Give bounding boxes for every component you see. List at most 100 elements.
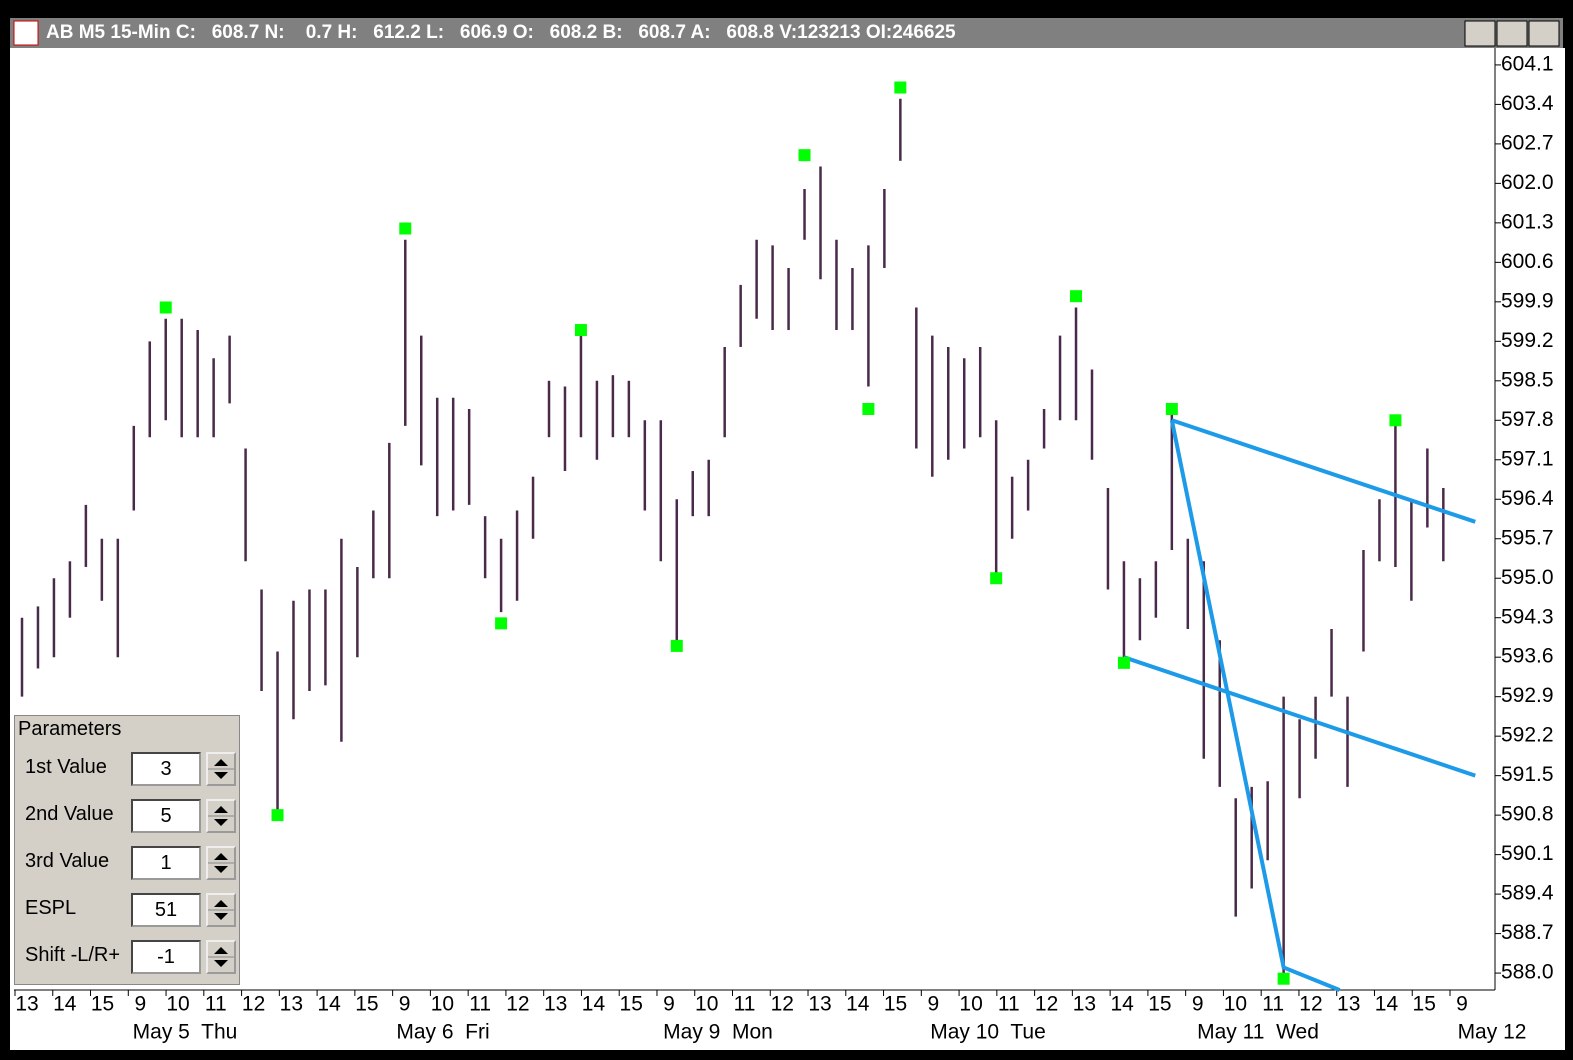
- parameter-label: 3rd Value: [25, 850, 110, 872]
- parameter-label: 1st Value: [25, 756, 107, 778]
- pivot-marker: [574, 324, 587, 337]
- x-tick-label: 10: [959, 993, 982, 1016]
- y-tick-label: 601.3: [1501, 210, 1554, 233]
- y-tick-label: 590.1: [1501, 842, 1554, 865]
- pivot-marker: [159, 301, 172, 314]
- trend-line: [1169, 419, 1341, 992]
- pivot-marker: [1165, 403, 1178, 416]
- x-tick-label: 11: [1262, 993, 1284, 1016]
- y-tick-label: 595.0: [1501, 566, 1554, 589]
- parameter-input[interactable]: 51: [131, 893, 201, 927]
- spinner-arrows: [208, 853, 234, 873]
- y-tick-label: 596.4: [1501, 487, 1554, 510]
- parameter-input[interactable]: -1: [131, 940, 201, 974]
- close-button[interactable]: [1528, 20, 1560, 47]
- spinner-arrows: [208, 806, 234, 826]
- parameter-label: 2nd Value: [25, 803, 114, 825]
- parameter-label: ESPL: [25, 897, 77, 919]
- x-tick-label: 14: [1375, 993, 1399, 1016]
- x-tick-label: 12: [506, 993, 529, 1016]
- app-icon: [13, 20, 39, 46]
- pivot-marker: [990, 572, 1003, 585]
- pivot-marker: [1389, 414, 1402, 427]
- y-tick-label: 598.5: [1501, 368, 1554, 391]
- y-tick-label: 588.0: [1501, 961, 1554, 984]
- x-tick-label: 10: [431, 993, 454, 1016]
- y-tick-label: 592.9: [1501, 684, 1554, 707]
- window-title: AB M5 15-Min C: 608.7 N: 0.7 H: 612.2 L:…: [46, 22, 956, 43]
- x-tick-label: 11: [734, 993, 756, 1016]
- x-tick-label: 11: [998, 993, 1020, 1016]
- x-tick-label: 15: [91, 993, 114, 1016]
- x-tick-label: 9: [399, 993, 411, 1016]
- spinner[interactable]: [206, 893, 236, 927]
- y-tick-label: 589.4: [1501, 882, 1554, 905]
- day-label: May 12: [1458, 1021, 1527, 1044]
- spinner[interactable]: [206, 846, 236, 880]
- parameter-input[interactable]: 1: [131, 846, 201, 880]
- x-tick-label: 9: [134, 993, 146, 1016]
- minimize-button[interactable]: [1464, 20, 1496, 47]
- chart-area: [10, 48, 1565, 1050]
- pivot-marker: [495, 617, 508, 630]
- trend-line: [1123, 655, 1476, 778]
- x-tick-label: 11: [469, 993, 491, 1016]
- x-tick-label: 13: [1073, 993, 1096, 1016]
- x-tick-label: 12: [1299, 993, 1322, 1016]
- y-tick-label: 592.2: [1501, 724, 1554, 747]
- trend-line: [1171, 418, 1476, 524]
- spinner[interactable]: [206, 940, 236, 974]
- parameter-row: 2nd Value 5: [23, 799, 238, 835]
- y-tick-label: 597.8: [1501, 408, 1554, 431]
- y-tick-label: 599.2: [1501, 329, 1554, 352]
- x-tick-label: 14: [846, 993, 870, 1016]
- day-label: May 6 Fri: [396, 1021, 489, 1044]
- parameter-label: Shift -L/R+: [25, 944, 121, 966]
- maximize-button[interactable]: [1496, 20, 1528, 47]
- x-tick-label: 10: [695, 993, 718, 1016]
- day-label: May 10 Tue: [930, 1021, 1046, 1044]
- spinner-arrows: [208, 900, 234, 920]
- y-tick-label: 595.7: [1501, 526, 1554, 549]
- x-tick-label: 10: [1224, 993, 1247, 1016]
- pivot-marker: [894, 81, 907, 94]
- y-tick-label: 599.9: [1501, 289, 1554, 312]
- x-tick-label: 13: [280, 993, 303, 1016]
- x-tick-label: 9: [663, 993, 675, 1016]
- x-tick-label: 14: [582, 993, 606, 1016]
- pivot-marker: [399, 222, 412, 235]
- pivot-marker: [271, 809, 284, 822]
- parameter-row: ESPL 51: [23, 893, 238, 929]
- pivot-marker: [862, 403, 875, 416]
- parameter-input[interactable]: 5: [131, 799, 201, 833]
- x-tick-label: 9: [1456, 993, 1468, 1016]
- day-label: May 11 Wed: [1197, 1021, 1319, 1044]
- parameters-panel: Parameters 1st Value 3 2nd Value 5 3rd Value…: [14, 715, 240, 985]
- x-tick-label: 13: [544, 993, 567, 1016]
- x-tick-label: 15: [1413, 993, 1436, 1016]
- y-tick-label: 591.5: [1501, 763, 1554, 786]
- x-tick-label: 13: [808, 993, 831, 1016]
- pivot-marker: [798, 149, 811, 162]
- y-tick-label: 604.1: [1501, 52, 1554, 75]
- spinner-arrows: [208, 947, 234, 967]
- pivot-marker: [1277, 972, 1290, 985]
- y-tick-label: 602.0: [1501, 171, 1554, 194]
- spinner-arrows: [208, 759, 234, 779]
- x-tick-label: 12: [1035, 993, 1058, 1016]
- parameter-row: 1st Value 3: [23, 752, 238, 788]
- x-tick-label: 12: [242, 993, 265, 1016]
- pivot-marker: [670, 639, 683, 652]
- x-tick-label: 15: [884, 993, 907, 1016]
- y-tick-label: 600.6: [1501, 250, 1554, 273]
- spinner[interactable]: [206, 752, 236, 786]
- y-tick-label: 593.6: [1501, 645, 1554, 668]
- spinner[interactable]: [206, 799, 236, 833]
- parameter-input[interactable]: 3: [131, 752, 201, 786]
- pivot-marker: [1070, 290, 1083, 303]
- x-tick-label: 14: [53, 993, 77, 1016]
- x-tick-label: 13: [15, 993, 38, 1016]
- x-tick-label: 11: [205, 993, 227, 1016]
